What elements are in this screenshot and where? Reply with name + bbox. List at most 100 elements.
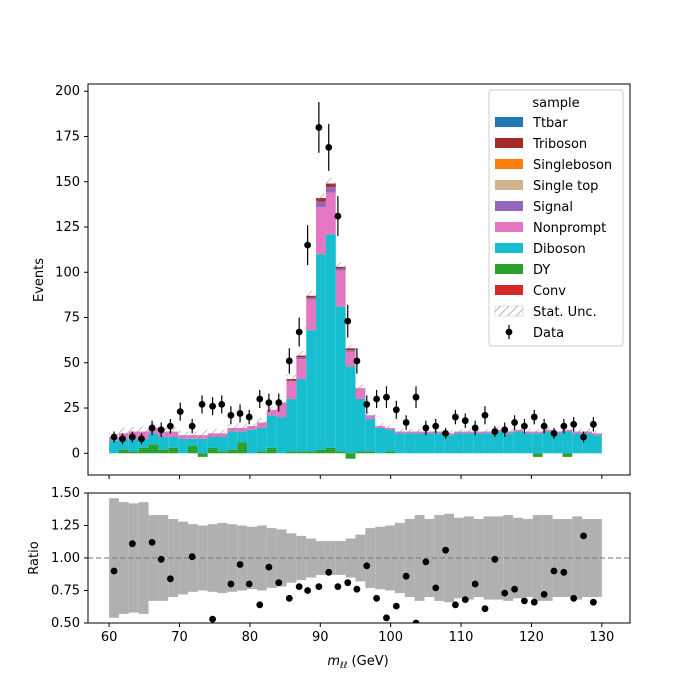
stat-unc-box	[532, 428, 543, 435]
data-point	[285, 357, 293, 365]
legend-swatch	[495, 285, 523, 295]
stack-bar	[316, 201, 326, 208]
y-tick-label: 25	[63, 401, 80, 416]
stat-unc-box	[256, 417, 267, 428]
stack-bar	[355, 451, 366, 454]
data-point	[353, 357, 361, 365]
ratio-point	[521, 597, 528, 605]
ratio-band-bin	[523, 519, 533, 597]
ratio-point	[157, 555, 165, 563]
stat-unc-box	[187, 431, 198, 439]
data-point	[325, 143, 333, 151]
stack-bar	[148, 444, 159, 454]
ratio-point	[110, 567, 118, 575]
ratio-y-tick-label: 0.75	[51, 584, 80, 599]
stack-bar	[325, 447, 336, 454]
ratio-y-axis-ticks: 0.50 0.75 1.00 1.25 1.50	[51, 486, 88, 631]
stack-bar	[276, 402, 287, 418]
stack-bar	[266, 415, 277, 448]
stack-bar	[355, 398, 366, 452]
y-tick-label: 50	[63, 356, 80, 371]
ratio-point	[491, 555, 499, 563]
stack-bar	[148, 433, 159, 445]
y-tick-label: 75	[63, 311, 80, 326]
data-point	[245, 413, 253, 421]
stack-bar	[532, 433, 543, 454]
stack-bar	[178, 438, 188, 454]
stack-bar	[217, 451, 228, 454]
stat-unc-box	[296, 351, 307, 361]
ratio-band-bin	[178, 521, 188, 595]
stack-bar	[158, 436, 169, 450]
stack-bar	[375, 427, 386, 454]
stack-bar	[187, 446, 198, 454]
stat-unc-box	[375, 423, 386, 429]
ratio-point	[412, 619, 420, 623]
stack-bar	[365, 451, 376, 454]
data-point	[383, 393, 390, 401]
ratio-band-bin	[513, 517, 524, 599]
stat-unc-box	[591, 430, 602, 437]
ratio-point	[560, 568, 568, 576]
stat-unc-box	[335, 262, 346, 272]
stat-unc-box	[454, 428, 464, 435]
stack-bar	[296, 359, 307, 380]
legend-swatch	[495, 117, 523, 127]
stack-bar	[266, 447, 277, 454]
legend-label: Conv	[533, 284, 566, 299]
ratio-point	[501, 589, 509, 597]
ratio-point	[148, 539, 156, 546]
stack-bar	[247, 429, 257, 454]
stat-unc-box	[178, 430, 188, 440]
stack-bar	[542, 431, 553, 454]
legend-swatch	[495, 159, 523, 169]
ratio-point	[471, 580, 479, 588]
stack-bar	[473, 433, 484, 454]
stack-bar	[562, 431, 573, 454]
ratio-band-bin	[385, 525, 395, 591]
x-axis-label: mℓℓ (GeV)	[327, 654, 388, 671]
stack-bar	[197, 438, 208, 454]
ratio-y-tick-label: 0.50	[51, 616, 80, 631]
ratio-point	[589, 598, 597, 606]
stat-unc-box	[572, 428, 583, 435]
stat-unc-box	[394, 428, 405, 435]
main-y-axis-ticks: 0 25 50 75 100 125 150 175 200	[55, 84, 88, 461]
data-point	[236, 410, 244, 417]
data-point	[481, 411, 489, 419]
stack-bar	[256, 451, 267, 454]
ratio-panel: 0.50 0.75 1.00 1.25 1.50 60 70 80 90 100 110 120 13…	[27, 486, 631, 671]
data-point	[148, 424, 156, 432]
stat-unc-box	[523, 428, 533, 435]
stat-unc-box	[483, 428, 494, 435]
data-point	[227, 411, 235, 419]
stack-bar	[316, 449, 326, 454]
ratio-point	[315, 583, 323, 590]
legend-data-marker	[505, 328, 513, 336]
stack-bar	[118, 449, 129, 454]
ratio-band-bin	[552, 519, 563, 597]
ratio-point	[363, 562, 371, 570]
stack-bar	[237, 442, 248, 454]
stack-bar	[109, 440, 119, 454]
ratio-band-bin	[345, 538, 356, 578]
data-point	[491, 428, 499, 435]
stack-bar	[355, 388, 366, 399]
ratio-band-bin	[306, 538, 317, 578]
data-point	[256, 395, 264, 403]
stack-bar	[168, 447, 179, 454]
stack-bar	[591, 435, 602, 454]
data-point	[511, 419, 518, 426]
data-point	[412, 393, 420, 401]
data-point	[560, 422, 568, 430]
y-tick-label: 175	[55, 129, 80, 144]
ratio-point	[481, 605, 489, 613]
stack-bar	[306, 299, 317, 331]
ratio-points	[110, 532, 597, 623]
data-point	[166, 422, 174, 430]
stack-bar	[306, 451, 317, 454]
ratio-point	[442, 546, 449, 554]
ratio-band-bin	[394, 522, 405, 594]
legend-label: Single top	[533, 179, 598, 194]
